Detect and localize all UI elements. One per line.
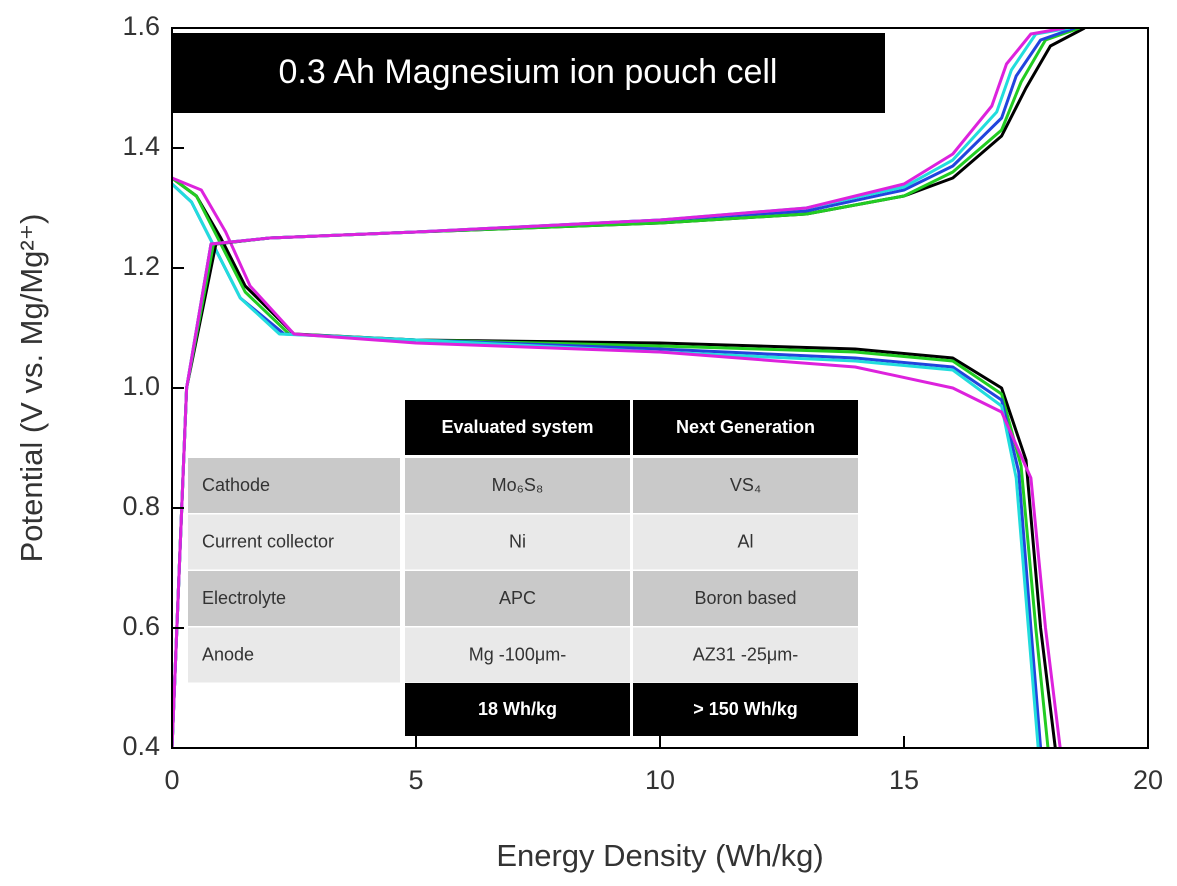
table-cell [633, 571, 858, 626]
table-cell [633, 514, 858, 570]
table-cell [188, 458, 400, 513]
x-tick-label: 0 [164, 765, 179, 795]
table-cell [188, 571, 400, 626]
y-tick-label: 1.4 [122, 131, 160, 161]
table-cell [405, 627, 630, 683]
table-cell-text: AZ31 -25μm- [693, 644, 798, 664]
table-footer-text: 18 Wh/kg [478, 699, 557, 719]
y-tick-label: 1.0 [122, 371, 160, 401]
table-header-text: Evaluated system [441, 417, 593, 437]
table-cell [405, 458, 630, 513]
table-cell [188, 627, 400, 683]
x-axis-title: Energy Density (Wh/kg) [496, 838, 823, 873]
table-cell-text: Al [737, 531, 753, 551]
table-cell-text: Ni [509, 531, 526, 551]
y-tick-label: 0.6 [122, 611, 160, 641]
y-tick-label: 0.4 [122, 731, 160, 761]
table-cell [405, 571, 630, 626]
table-header-text: Next Generation [676, 417, 815, 437]
data-line [172, 176, 1062, 748]
table-header-cell [633, 400, 858, 455]
table-cell-text: Mg -100μm- [469, 644, 566, 664]
table-cell-text: VS₄ [730, 475, 761, 495]
table-cell-text: Electrolyte [202, 588, 286, 608]
x-tick-label: 15 [889, 765, 919, 795]
y-tick-label: 1.6 [122, 11, 160, 41]
table-cell [405, 514, 630, 570]
table-cell-text: Mo₆S₈ [492, 475, 544, 495]
table-cell-text: Cathode [202, 475, 270, 495]
table-cell [633, 627, 858, 683]
table-cell-text: Anode [202, 644, 254, 664]
x-tick-label: 10 [645, 765, 675, 795]
table-cell [633, 458, 858, 513]
table-cell-text: Boron based [694, 588, 796, 608]
title-box [172, 33, 885, 113]
table-cell-text: Current collector [202, 531, 334, 551]
y-axis-title: Potential (V vs. Mg/Mg²⁺) [14, 214, 49, 563]
data-line [172, 176, 1057, 748]
data-line [172, 28, 1066, 748]
chart-title: 0.3 Ah Magnesium ion pouch cell [279, 53, 778, 91]
table-cell [188, 514, 400, 570]
table-cell-text: APC [499, 588, 536, 608]
y-tick-label: 1.2 [122, 251, 160, 281]
table-footer-cell [633, 683, 858, 736]
table-header-cell [405, 400, 630, 455]
table-footer-cell [405, 683, 630, 736]
y-tick-label: 0.8 [122, 491, 160, 521]
x-tick-label: 5 [408, 765, 423, 795]
x-tick-label: 20 [1133, 765, 1163, 795]
table-footer-text: > 150 Wh/kg [693, 699, 798, 719]
